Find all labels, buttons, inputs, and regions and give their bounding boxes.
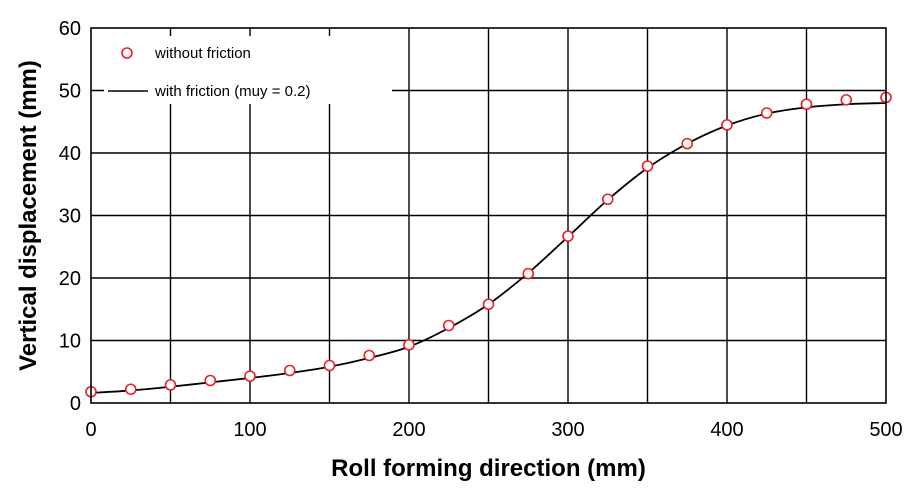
data-point-without-friction: [363, 349, 376, 362]
x-axis-title: Roll forming direction (mm): [331, 455, 646, 482]
y-axis-title: Vertical displacement (mm): [15, 60, 42, 371]
data-point-without-friction: [124, 383, 137, 396]
y-tick-label: 10: [59, 331, 81, 353]
data-point-without-friction: [760, 107, 773, 119]
data-point-without-friction: [482, 298, 495, 311]
x-axis-tick-labels: 0 100 200 300 400 500: [85, 419, 902, 441]
x-tick-label: 200: [392, 419, 425, 441]
data-point-without-friction: [562, 230, 574, 242]
x-tick-label: 0: [85, 419, 96, 441]
y-tick-label: 0: [70, 393, 81, 415]
data-point-without-friction: [164, 379, 177, 391]
data-point-without-friction: [601, 193, 614, 206]
data-point-without-friction: [522, 267, 535, 280]
data-point-without-friction: [721, 119, 733, 131]
legend: without friction with friction (muy = 0.…: [104, 36, 392, 104]
data-point-without-friction: [244, 370, 256, 382]
plot-frame: [90, 27, 887, 404]
data-point-without-friction: [283, 364, 296, 377]
data-point-without-friction: [681, 137, 694, 150]
y-tick-label: 40: [59, 143, 81, 165]
series-marker-layer: [85, 91, 892, 398]
data-point-without-friction: [641, 160, 654, 172]
data-point-without-friction: [323, 359, 336, 372]
data-point-without-friction: [840, 94, 853, 106]
y-tick-label: 30: [59, 206, 81, 228]
y-axis-tick-labels: 0 10 20 30 40 50 60: [59, 18, 81, 415]
x-tick-label: 300: [551, 419, 584, 441]
y-tick-label: 50: [59, 81, 81, 103]
legend-label-with-friction: with friction (muy = 0.2): [154, 83, 310, 100]
legend-label-without-friction: without friction: [154, 45, 251, 62]
x-tick-label: 400: [710, 419, 743, 441]
x-tick-label: 500: [869, 419, 902, 441]
data-point-without-friction: [800, 98, 813, 111]
legend-marker-symbol: [121, 47, 133, 59]
legend-background: [104, 36, 392, 104]
x-tick-label: 100: [233, 419, 266, 441]
y-tick-label: 20: [59, 268, 81, 290]
data-point-without-friction: [204, 374, 217, 387]
grid: [91, 28, 886, 403]
data-point-without-friction: [442, 319, 455, 332]
y-tick-label: 60: [59, 18, 81, 40]
data-point-without-friction: [403, 339, 415, 351]
